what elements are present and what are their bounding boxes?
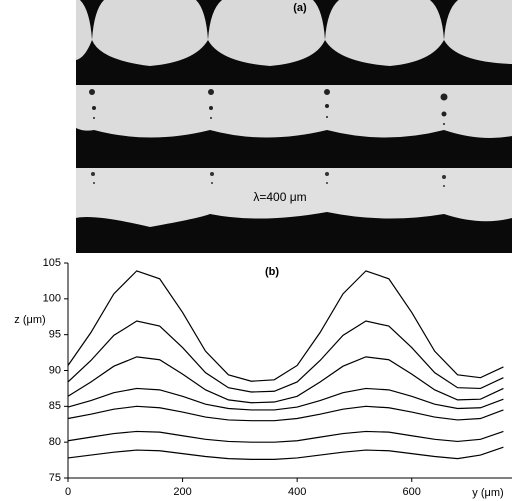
series-line [67,430,504,443]
series-line [67,320,504,393]
x-tick-label: 200 [173,486,191,498]
photo-drops [91,172,446,187]
photo-liquid [76,40,512,85]
series-line [67,446,504,460]
y-tick-label: 95 [49,329,61,341]
photo-liquid [76,212,512,253]
x-axis-label: y (μm) [472,487,503,499]
x-tick-label: 600 [403,486,421,498]
series-line [67,270,504,382]
x-tick-label: 0 [65,486,71,498]
photo-drops [89,89,448,125]
series-line [67,387,504,411]
y-axis-label: z (μm) [14,314,45,326]
photo-liquid [76,128,512,168]
y-tick-label: 105 [43,257,61,269]
y-tick-label: 100 [43,293,61,305]
panel-label: (a) [293,2,307,14]
series-line [67,356,504,404]
y-tick-label: 90 [49,364,61,376]
series-line [67,405,504,422]
x-tick-label: 400 [288,486,306,498]
y-tick-label: 85 [49,400,61,412]
chart-title: (b) [265,266,279,278]
y-tick-label: 80 [49,436,61,448]
annotation: λ=400 μm [253,190,306,204]
photo-panels: (a) λ=400 μm [76,0,512,253]
y-tick-label: 75 [49,472,61,484]
